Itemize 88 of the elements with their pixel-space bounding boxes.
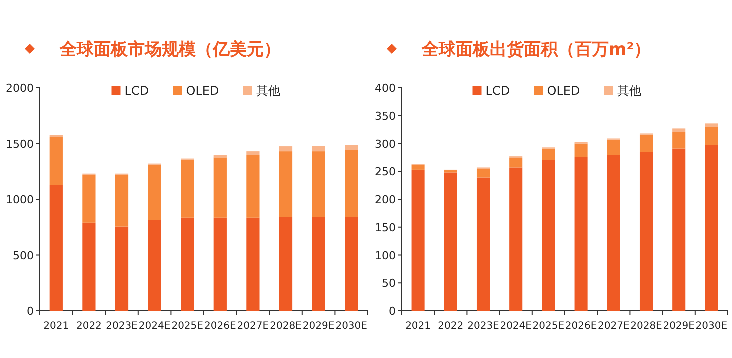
x-tick-label: 2029E (302, 321, 335, 332)
chart-title: 全球面板出货面积（百万m²） (421, 40, 652, 60)
bar (279, 152, 293, 218)
y-tick-label: 350 (375, 110, 396, 123)
y-tick-label: 1000 (6, 194, 34, 206)
bar (574, 157, 588, 311)
bar (50, 137, 63, 186)
y-tick-label: 400 (375, 82, 396, 95)
y-tick-label: 300 (375, 138, 396, 151)
bar (640, 152, 654, 311)
bar (246, 152, 260, 156)
bar (574, 144, 588, 158)
legend-label: OLED (186, 84, 220, 98)
bar (312, 217, 326, 311)
bar (115, 174, 129, 227)
x-tick-label: 2021 (406, 321, 432, 332)
bar (705, 124, 718, 128)
chart-title: 全球面板市场规模（亿美元） (59, 40, 281, 60)
bar (312, 152, 326, 218)
bar (148, 164, 162, 220)
y-tick-label: 200 (375, 194, 396, 206)
x-tick-label: 2023E (106, 321, 138, 332)
bar (214, 155, 227, 158)
x-tick-label: 2024E (500, 321, 532, 332)
bar (476, 178, 490, 311)
x-tick-label: 2030E (696, 321, 728, 332)
bar (672, 148, 686, 311)
x-tick-label: 2022 (76, 321, 102, 332)
y-tick-label: 150 (375, 221, 396, 234)
bar (672, 132, 686, 149)
bar (279, 217, 293, 311)
bar (510, 168, 523, 311)
y-tick-label: 100 (375, 249, 396, 262)
bar (82, 174, 96, 223)
legend-label: LCD (124, 84, 150, 98)
bar (246, 155, 260, 218)
bar (412, 164, 425, 170)
x-tick-label: 2027E (237, 321, 270, 332)
x-tick-label: 2023E (468, 321, 500, 332)
bar (705, 127, 718, 146)
x-tick-label: 2028E (630, 321, 662, 332)
bar (345, 150, 358, 218)
x-tick-label: 2029E (663, 321, 695, 332)
y-tick-label: 50 (382, 277, 396, 290)
x-tick-label: 2028E (270, 321, 302, 332)
bar (214, 218, 227, 311)
bar (542, 148, 556, 160)
bar (312, 146, 326, 152)
x-tick-label: 2026E (204, 321, 236, 332)
y-tick-label: 500 (13, 249, 34, 262)
legend-label: OLED (547, 84, 580, 98)
bar (444, 172, 458, 311)
y-tick-label: 0 (389, 305, 396, 318)
bar (705, 145, 718, 311)
legend-label: 其他 (256, 84, 280, 98)
bar (115, 226, 129, 311)
y-tick-label: 2000 (6, 82, 34, 95)
bar (345, 145, 358, 150)
bar (50, 185, 63, 311)
bar (476, 169, 490, 178)
x-tick-label: 2024E (138, 321, 171, 332)
x-tick-label: 2022 (438, 321, 464, 332)
bar (246, 218, 260, 311)
bar (640, 134, 654, 152)
bar (607, 140, 620, 156)
x-tick-label: 2026E (565, 321, 598, 332)
legend-label: LCD (486, 84, 510, 98)
bar (510, 158, 523, 168)
bar (542, 160, 556, 311)
y-tick-label: 250 (375, 166, 396, 179)
legend-label: 其他 (617, 84, 642, 98)
bar (214, 158, 227, 218)
bar (607, 155, 620, 311)
bar (148, 220, 162, 311)
bar (181, 160, 194, 218)
bar (181, 218, 194, 311)
bar (279, 146, 293, 152)
x-tick-label: 2030E (336, 321, 368, 332)
x-tick-label: 2025E (532, 321, 565, 332)
x-tick-label: 2027E (598, 321, 630, 332)
x-tick-label: 2021 (44, 321, 70, 332)
bar (82, 222, 96, 311)
y-tick-label: 0 (27, 305, 34, 318)
bar (345, 217, 358, 311)
y-tick-label: 1500 (6, 138, 34, 151)
x-tick-label: 2025E (172, 321, 204, 332)
bar (672, 128, 686, 132)
bar (412, 170, 425, 311)
